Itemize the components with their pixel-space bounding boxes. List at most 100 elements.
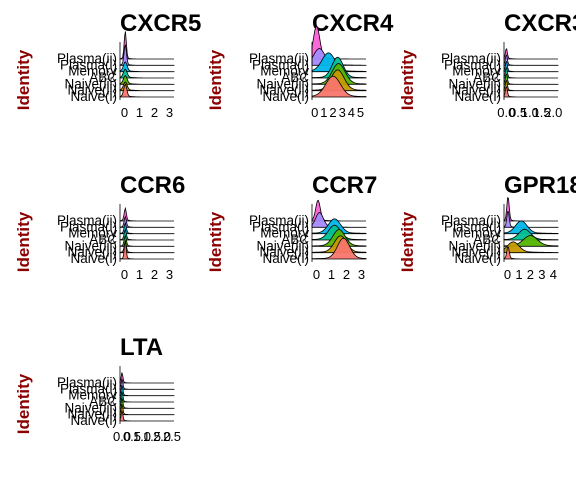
x-tick-label: 0 xyxy=(313,267,320,282)
ridge-naivei xyxy=(503,86,558,98)
x-tick-label: 1.0 xyxy=(133,429,151,444)
x-tick-label: 2.0 xyxy=(544,105,562,120)
x-tick-label: 0.0 xyxy=(113,429,131,444)
category-label: Naive(ii) xyxy=(67,83,117,98)
x-tick-label: 1.5 xyxy=(143,429,161,444)
category-label: Naive(ii) xyxy=(259,245,309,260)
ridge-memory xyxy=(503,60,559,73)
category-label: Naive(ii) xyxy=(451,245,501,260)
x-tick-label: 2 xyxy=(151,267,158,282)
category-label: Memory xyxy=(68,64,117,79)
panel-title: LTA xyxy=(120,334,163,361)
y-axis-label: Identity xyxy=(206,49,225,110)
category-label: Plasma(i) xyxy=(60,57,117,72)
ridge-naiveii xyxy=(311,69,367,92)
panel-title: CCR6 xyxy=(120,172,185,199)
category-label: Naive(i) xyxy=(70,89,117,104)
panel-cxcr3: CXCR3 Identity Plasma(ii)Plasma(i)MemoryAB… xyxy=(398,10,576,120)
ridge-abc xyxy=(503,228,559,241)
panel-ccr7: CCR7 Identity Plasma(ii)Plasma(i)MemoryABC… xyxy=(206,172,377,282)
panel-title: CXCR5 xyxy=(120,10,201,37)
ridge-plasmaii xyxy=(503,197,558,222)
x-tick-label: 1 xyxy=(136,267,143,282)
category-label: Naive(i) xyxy=(454,89,501,104)
y-axis-label: Identity xyxy=(14,211,33,272)
category-label: Plasma(ii) xyxy=(57,213,117,228)
y-axis-label: Identity xyxy=(14,49,33,110)
category-label: Memory xyxy=(260,64,309,79)
category-label: Naive(i) xyxy=(70,413,117,428)
category-label: Naive(iii) xyxy=(64,400,117,415)
category-label: Plasma(i) xyxy=(60,381,117,396)
category-label: Memory xyxy=(68,226,117,241)
ridge-plasmaii xyxy=(119,206,174,222)
x-tick-label: 0 xyxy=(504,267,511,282)
category-label: Plasma(i) xyxy=(252,57,309,72)
x-tick-label: 3 xyxy=(166,267,173,282)
ridge-abc xyxy=(119,391,174,403)
x-tick-label: 2.0 xyxy=(153,429,171,444)
category-label: Naive(iii) xyxy=(256,76,309,91)
x-tick-label: 3 xyxy=(166,105,173,120)
ridge-naiveiii xyxy=(119,234,175,247)
x-tick-label: 0 xyxy=(311,105,318,120)
category-label: Naive(ii) xyxy=(259,83,309,98)
category-label: Naive(iii) xyxy=(64,76,117,91)
ridge-naiveii xyxy=(503,241,559,254)
category-label: Naive(iii) xyxy=(256,238,309,253)
x-tick-label: 3 xyxy=(358,267,365,282)
category-label: Plasma(ii) xyxy=(57,375,117,390)
ridge-naiveii xyxy=(119,240,175,254)
x-tick-label: 2 xyxy=(151,105,158,120)
category-label: Memory xyxy=(452,64,501,79)
x-tick-label: 2.5 xyxy=(163,429,181,444)
y-axis-label: Identity xyxy=(206,211,225,272)
category-label: ABC xyxy=(89,394,117,409)
ridge-abc xyxy=(119,228,174,241)
category-label: Naive(iii) xyxy=(64,238,117,253)
category-label: Naive(i) xyxy=(262,89,309,104)
ridge-memory xyxy=(503,220,559,235)
ridge-naivei xyxy=(311,237,367,260)
category-label: ABC xyxy=(473,232,501,247)
x-tick-label: 2 xyxy=(527,267,534,282)
panel-cxcr4: CXCR4 Identity Plasma(ii)Plasma(i)MemoryAB… xyxy=(206,10,394,120)
x-tick-label: 0.5 xyxy=(123,429,141,444)
x-tick-label: 1.0 xyxy=(521,105,539,120)
x-tick-label: 5 xyxy=(357,105,364,120)
x-tick-label: 2 xyxy=(329,105,336,120)
ridge-plasmai xyxy=(119,378,175,390)
category-label: ABC xyxy=(473,70,501,85)
category-label: Naive(ii) xyxy=(67,245,117,260)
x-tick-label: 3 xyxy=(538,267,545,282)
panel-title: CXCR3 xyxy=(504,10,576,37)
category-label: Naive(ii) xyxy=(67,407,117,422)
ridge-memory xyxy=(119,221,175,235)
category-label: ABC xyxy=(89,70,117,85)
panel-gpr183: GPR183 Identity Plasma(ii)Plasma(i)MemoryA… xyxy=(398,172,576,282)
ridge-naivei xyxy=(503,246,558,260)
y-axis-label: Identity xyxy=(398,211,417,272)
x-tick-label: 4 xyxy=(348,105,355,120)
ridge-naiveii xyxy=(503,79,559,92)
panel-ccr6: CCR6 Identity Plasma(ii)Plasma(i)MemoryABC… xyxy=(14,172,185,282)
x-tick-label: 0 xyxy=(121,267,128,282)
category-label: Memory xyxy=(260,226,309,241)
category-label: ABC xyxy=(281,232,309,247)
category-label: Naive(i) xyxy=(454,251,501,266)
x-tick-label: 2 xyxy=(343,267,350,282)
x-tick-label: 1 xyxy=(320,105,327,120)
category-label: Plasma(i) xyxy=(252,219,309,234)
x-tick-label: 4 xyxy=(550,267,557,282)
x-tick-label: 1 xyxy=(515,267,522,282)
ridge-naiveiii xyxy=(119,397,175,409)
ridge-naiveii xyxy=(119,404,175,416)
category-label: Plasma(ii) xyxy=(249,51,309,66)
category-label: Plasma(ii) xyxy=(441,51,501,66)
category-label: Naive(ii) xyxy=(451,83,501,98)
category-label: ABC xyxy=(281,70,309,85)
category-label: Naive(iii) xyxy=(448,76,501,91)
category-label: Plasma(i) xyxy=(60,219,117,234)
category-label: Memory xyxy=(68,388,117,403)
